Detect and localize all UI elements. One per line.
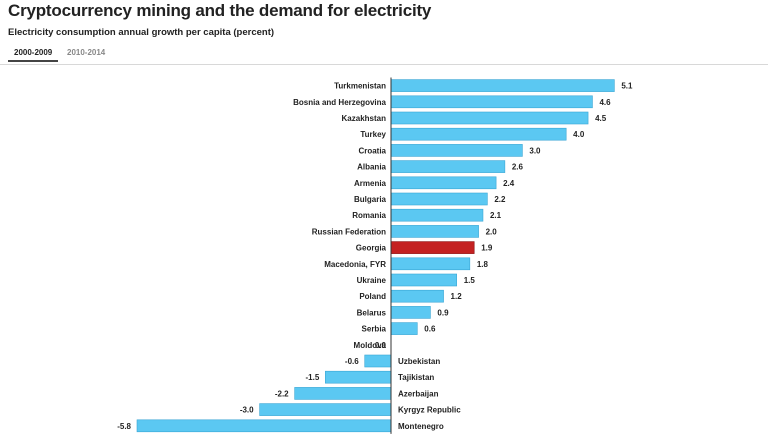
bar-kazakhstan	[390, 111, 589, 125]
bar-kyrgyz-republic	[259, 403, 392, 416]
value-label-montenegro: -5.8	[117, 422, 131, 431]
bar-bulgaria	[390, 192, 488, 206]
value-label-moldova: 0.0	[375, 341, 387, 350]
value-label-georgia: 1.9	[481, 244, 493, 253]
category-label-serbia: Serbia	[362, 325, 387, 334]
bar-montenegro	[136, 419, 392, 433]
value-label-turkey: 4.0	[573, 130, 585, 139]
tab-2000-2009[interactable]: 2000-2009	[8, 48, 59, 62]
category-label-romania: Romania	[352, 211, 386, 220]
chart-subtitle: Electricity consumption annual growth pe…	[8, 27, 275, 38]
value-label-uzbekistan: -0.6	[345, 357, 359, 366]
category-label-montenegro: Montenegro	[398, 422, 444, 431]
bar-georgia	[390, 241, 475, 254]
period-tabs: 2000-2009 2010-2014	[0, 44, 768, 65]
value-label-armenia: 2.4	[503, 179, 515, 188]
bar-belarus	[390, 306, 431, 319]
value-label-russian-federation: 2.0	[486, 227, 498, 236]
bar-croatia	[390, 144, 523, 157]
value-label-bulgaria: 2.2	[494, 195, 506, 204]
category-label-albania: Albania	[357, 163, 386, 172]
bar-serbia	[390, 322, 418, 335]
bar-ukraine	[390, 273, 457, 287]
category-label-tajikistan: Tajikistan	[398, 373, 434, 382]
value-label-turkmenistan: 5.1	[621, 82, 633, 91]
chart-title: Cryptocurrency mining and the demand for…	[8, 1, 432, 20]
category-label-georgia: Georgia	[356, 244, 387, 253]
category-label-bosnia-and-herzegovina: Bosnia and Herzegovina	[293, 98, 386, 107]
category-label-croatia: Croatia	[358, 146, 386, 155]
category-label-macedonia-fyr: Macedonia, FYR	[324, 260, 386, 269]
bar-bosnia-and-herzegovina	[390, 95, 593, 109]
value-label-tajikistan: -1.5	[306, 373, 320, 382]
value-label-azerbaijan: -2.2	[275, 389, 289, 398]
tab-2010-2014[interactable]: 2010-2014	[67, 48, 106, 57]
value-label-kazakhstan: 4.5	[595, 114, 607, 123]
category-label-russian-federation: Russian Federation	[312, 227, 386, 236]
category-label-uzbekistan: Uzbekistan	[398, 357, 440, 366]
category-label-turkmenistan: Turkmenistan	[334, 82, 386, 91]
category-label-belarus: Belarus	[357, 308, 387, 317]
bar-russian-federation	[390, 225, 479, 238]
bar-turkey	[390, 127, 567, 141]
bar-uzbekistan	[364, 354, 392, 368]
value-label-ukraine: 1.5	[464, 276, 476, 285]
category-label-ukraine: Ukraine	[357, 276, 387, 285]
value-label-poland: 1.2	[451, 292, 463, 301]
value-label-kyrgyz-republic: -3.0	[240, 406, 254, 415]
value-label-bosnia-and-herzegovina: 4.6	[599, 98, 611, 107]
value-label-belarus: 0.9	[437, 308, 449, 317]
bar-romania	[390, 208, 484, 222]
bar-tajikistan	[325, 370, 392, 384]
bar-poland	[390, 289, 444, 303]
bar-turkmenistan	[390, 79, 615, 92]
bar-albania	[390, 160, 506, 173]
category-label-turkey: Turkey	[360, 130, 386, 139]
category-label-moldova: Moldova	[354, 341, 387, 350]
category-label-kazakhstan: Kazakhstan	[342, 114, 387, 123]
value-label-romania: 2.1	[490, 211, 502, 220]
category-label-armenia: Armenia	[354, 179, 387, 188]
value-label-croatia: 3.0	[529, 146, 541, 155]
category-label-poland: Poland	[359, 292, 386, 301]
category-label-kyrgyz-republic: Kyrgyz Republic	[398, 406, 461, 415]
value-label-albania: 2.6	[512, 163, 524, 172]
bar-macedonia-fyr	[390, 257, 471, 271]
bar-azerbaijan	[294, 387, 392, 400]
value-label-serbia: 0.6	[424, 325, 436, 334]
category-label-azerbaijan: Azerbaijan	[398, 389, 439, 398]
value-label-macedonia-fyr: 1.8	[477, 260, 489, 269]
bar-armenia	[390, 176, 497, 190]
category-label-bulgaria: Bulgaria	[354, 195, 387, 204]
